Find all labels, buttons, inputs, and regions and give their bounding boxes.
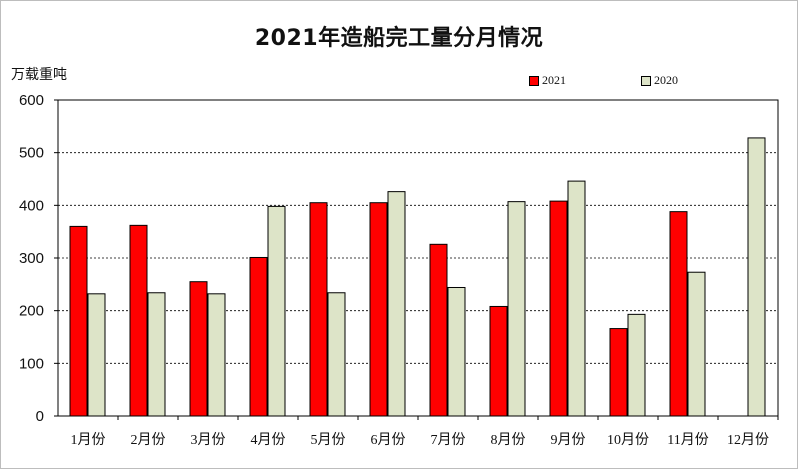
bar-2020-3 [207,293,226,417]
bar-2020-4 [267,205,286,417]
legend-swatch-2020 [641,75,651,86]
bar-2021-6 [369,202,388,417]
bar-2020-2 [147,292,166,417]
bar-2020-6 [387,191,406,417]
y-tick-label-100: 100 [19,355,44,372]
bar-2021-11 [669,211,688,417]
x-tick-label-6: 6月份 [371,432,406,448]
x-tick-label-3: 3月份 [191,432,226,448]
y-tick-label-0: 0 [36,408,44,425]
bar-2021-7 [429,243,448,417]
bar-2021-4 [249,256,268,417]
bar-2020-5 [327,292,346,417]
x-tick-label-8: 8月份 [491,432,526,448]
legend-item-2020: 2020 [641,73,678,88]
y-tick-label-200: 200 [19,303,44,320]
x-tick-label-5: 5月份 [311,432,346,448]
bar-2021-3 [189,281,208,417]
bar-2020-9 [567,180,586,417]
x-tick-label-1: 1月份 [71,432,106,448]
y-axis-label: 万载重吨 [11,67,67,83]
x-tick-label-10: 10月份 [607,432,649,448]
bar-2020-11 [687,271,706,417]
bar-2020-7 [447,286,466,417]
x-tick-label-2: 2月份 [131,432,166,448]
y-tick-label-600: 600 [19,92,44,109]
bar-2021-1 [69,225,88,417]
x-tick-label-7: 7月份 [431,432,466,448]
bar-2021-9 [549,200,568,417]
bar-2020-10 [627,313,646,417]
legend-item-2021: 2021 [529,73,566,88]
bar-2021-2 [129,224,148,417]
y-tick-label-500: 500 [19,145,44,162]
bar-2020-8 [507,201,526,417]
legend-label-2020: 2020 [654,73,678,87]
chart-title: 2021年造船完工量分月情况 [254,26,544,51]
x-tick-label-9: 9月份 [551,432,586,448]
x-tick-label-12: 12月份 [727,432,769,448]
bar-2021-5 [309,202,328,417]
legend-swatch-2021 [529,75,539,86]
bar-2021-10 [609,328,628,417]
bar-2020-12 [747,137,766,417]
bar-2020-1 [87,293,106,417]
y-tick-label-300: 300 [19,250,44,267]
legend-label-2021: 2021 [542,73,566,87]
bar-2021-8 [489,305,508,417]
y-tick-label-400: 400 [19,197,44,214]
x-tick-label-4: 4月份 [251,432,286,448]
x-tick-label-11: 11月份 [667,432,708,448]
